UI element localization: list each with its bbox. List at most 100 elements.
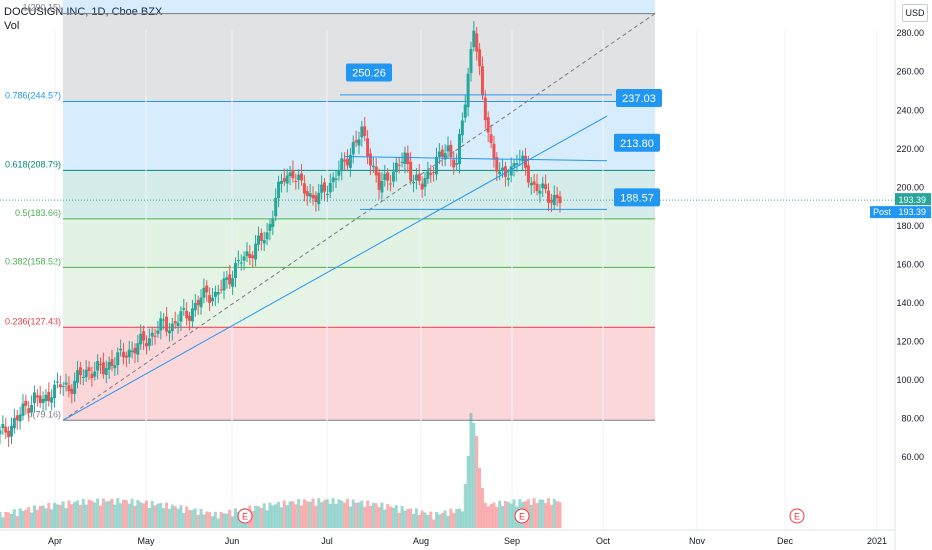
volume-bar xyxy=(12,509,16,528)
earnings-marker[interactable] xyxy=(514,508,530,524)
candle xyxy=(552,194,556,206)
volume-bar xyxy=(480,488,484,528)
candle xyxy=(156,330,160,334)
candle xyxy=(279,180,283,184)
candle xyxy=(231,278,235,287)
volume-bar xyxy=(460,511,464,528)
volume-bar xyxy=(429,511,433,528)
y-tick-label: 160.00 xyxy=(896,259,924,269)
candle xyxy=(274,197,278,217)
candle xyxy=(495,157,499,172)
candle xyxy=(440,149,444,157)
volume-bar xyxy=(124,500,128,528)
last-price-badge xyxy=(895,193,931,206)
candle xyxy=(76,370,80,383)
candle xyxy=(147,338,151,346)
candle xyxy=(121,351,125,358)
candle xyxy=(555,194,559,199)
price-callout[interactable] xyxy=(616,88,662,107)
candle xyxy=(400,162,404,164)
volume-bar xyxy=(127,503,131,528)
volume-bar xyxy=(7,512,11,528)
volume-bar xyxy=(73,501,77,528)
candle xyxy=(320,184,324,193)
fib-label: 0.236(127.43) xyxy=(5,316,61,326)
price-callout[interactable] xyxy=(346,63,392,82)
y-tick-label: 220.00 xyxy=(896,144,924,154)
volume-bar xyxy=(144,500,148,528)
volume-bar xyxy=(452,513,456,528)
volume-bar xyxy=(236,511,240,528)
candle xyxy=(239,262,243,264)
currency-button[interactable]: USD xyxy=(902,4,928,22)
earnings-marker[interactable] xyxy=(237,508,253,524)
volume-bar xyxy=(486,506,490,528)
volume-bar xyxy=(351,499,355,528)
candle xyxy=(205,285,209,293)
candle xyxy=(314,195,318,202)
candle xyxy=(294,181,298,183)
volume-bar xyxy=(50,509,54,528)
volume-bar xyxy=(391,507,395,528)
candle xyxy=(0,430,2,435)
fib-band xyxy=(63,218,655,268)
volume-bar xyxy=(469,413,473,528)
volume-bar xyxy=(142,503,146,528)
candle xyxy=(70,388,74,394)
candle xyxy=(119,348,123,351)
candle xyxy=(348,154,352,168)
candle xyxy=(101,362,105,375)
candle xyxy=(472,30,476,48)
volume-bar xyxy=(190,509,194,528)
earnings-marker[interactable] xyxy=(789,508,805,524)
candle xyxy=(139,333,143,345)
candle xyxy=(300,173,304,181)
resistance-line xyxy=(344,156,608,162)
volume-bar xyxy=(32,505,36,528)
volume-bar xyxy=(133,505,137,528)
candle xyxy=(394,162,398,172)
volume-bar xyxy=(76,500,80,528)
volume-bar xyxy=(501,506,505,528)
candle xyxy=(228,274,232,285)
price-callout-label: 237.03 xyxy=(622,93,656,105)
price-callout[interactable] xyxy=(614,133,660,152)
candle xyxy=(242,256,246,261)
candle xyxy=(452,159,456,168)
candle xyxy=(371,165,375,168)
candle xyxy=(64,382,68,385)
x-tick-label: Apr xyxy=(48,536,62,546)
candle xyxy=(429,172,433,175)
fib-band xyxy=(63,170,655,219)
chart-title: DOCUSIGN INC, 1D, Cboe BZX xyxy=(4,6,162,18)
candle xyxy=(21,403,25,416)
candle xyxy=(58,384,62,388)
volume-bar xyxy=(325,499,329,528)
candle xyxy=(475,33,479,52)
volume-bar xyxy=(331,498,335,528)
volume-bar xyxy=(208,512,212,528)
candle xyxy=(486,117,490,133)
y-tick-label: 240.00 xyxy=(896,105,924,115)
candle xyxy=(15,415,19,421)
candle xyxy=(55,381,59,383)
candle xyxy=(12,418,16,429)
volume-bar xyxy=(323,500,327,528)
volume-bar xyxy=(529,504,533,528)
candle xyxy=(437,151,441,157)
candle xyxy=(144,343,148,347)
volume-bar xyxy=(532,498,536,528)
candle xyxy=(9,425,13,437)
candle xyxy=(538,190,542,194)
volume-bar xyxy=(70,504,74,528)
volume-bar xyxy=(509,503,513,528)
y-tick-label: 260.00 xyxy=(896,67,924,77)
volume-bar xyxy=(389,506,393,528)
volume-bar xyxy=(4,511,8,528)
candle xyxy=(93,371,97,377)
volume-bar xyxy=(219,511,223,528)
price-callout[interactable] xyxy=(614,188,660,207)
candle xyxy=(478,49,482,67)
volume-bar xyxy=(21,510,25,528)
